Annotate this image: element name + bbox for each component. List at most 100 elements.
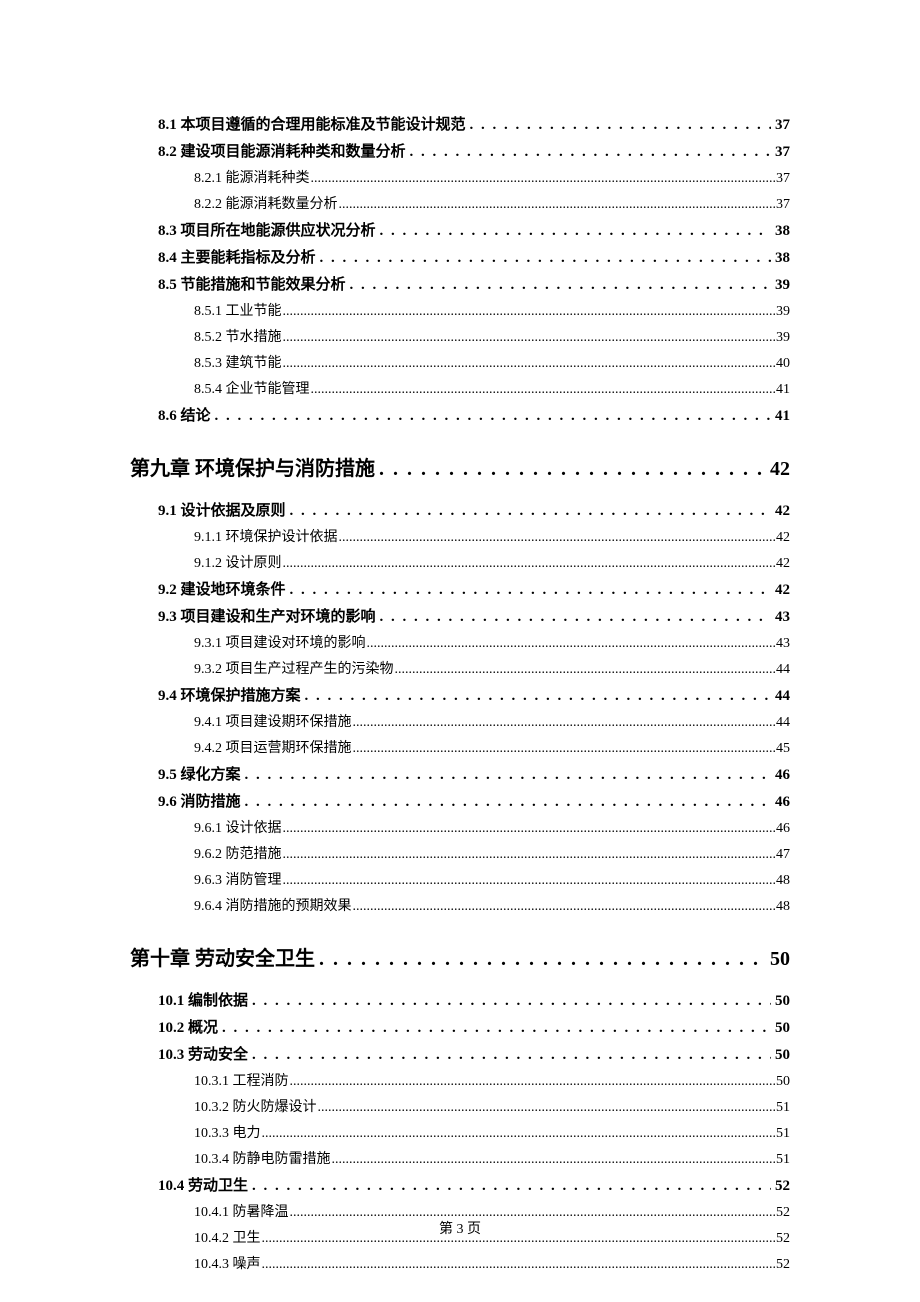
toc-entry-label: 8.5 节能措施和节能效果分析	[158, 273, 346, 297]
toc-entry-page: 39	[776, 300, 790, 323]
toc-entry: 8.2.2 能源消耗数量分析37	[130, 193, 790, 216]
toc-entry-label: 9.3 项目建设和生产对环境的影响	[158, 605, 376, 629]
toc-entry-page: 47	[776, 843, 790, 866]
toc-leader-dots	[395, 658, 776, 681]
toc-entry: 10.3.4 防静电防雷措施51	[130, 1148, 790, 1171]
toc-entry-label: 9.3.2 项目生产过程产生的污染物	[194, 658, 394, 681]
toc-entry-label: 10.4 劳动卫生	[158, 1174, 248, 1198]
toc-entry-page: 38	[775, 219, 790, 243]
toc-entry-label: 10.3.1 工程消防	[194, 1070, 289, 1093]
toc-entry: 8.1 本项目遵循的合理用能标准及节能设计规范 37	[130, 113, 790, 137]
toc-leader-dots	[222, 1016, 771, 1040]
toc-entry-label: 8.2.1 能源消耗种类	[194, 167, 310, 190]
toc-entry-page: 45	[776, 737, 790, 760]
toc-entry-label: 8.5.4 企业节能管理	[194, 378, 310, 401]
toc-entry-page: 37	[775, 140, 790, 164]
toc-entry: 9.4.1 项目建设期环保措施 44	[130, 711, 790, 734]
toc-entry-page: 37	[775, 113, 790, 137]
toc-entry-label: 10.2 概况	[158, 1016, 218, 1040]
toc-entry-page: 48	[776, 869, 790, 892]
toc-entry: 9.1.2 设计原则42	[130, 552, 790, 575]
toc-entry-page: 51	[776, 1148, 790, 1171]
page-footer: 第 3 页	[0, 1218, 920, 1238]
toc-leader-dots	[367, 632, 776, 655]
toc-entry-label: 9.4.1 项目建设期环保措施	[194, 711, 352, 734]
toc-entry: 10.4 劳动卫生 52	[130, 1174, 790, 1198]
toc-entry-page: 50	[775, 1016, 790, 1040]
toc-entry-page: 46	[776, 817, 790, 840]
toc-entry-page: 51	[776, 1096, 790, 1119]
toc-leader-dots	[283, 326, 776, 349]
toc-entry-page: 42	[770, 458, 790, 481]
toc-leader-dots	[353, 895, 776, 918]
toc-entry-label: 8.5.2 节水措施	[194, 326, 282, 349]
toc-entry-page: 46	[775, 763, 790, 787]
toc-entry: 9.1 设计依据及原则 42	[130, 499, 790, 523]
toc-entry-page: 42	[775, 578, 790, 602]
toc-entry-page: 52	[775, 1174, 790, 1198]
toc-leader-dots	[305, 684, 771, 708]
toc-entry-label: 10.3.2 防火防爆设计	[194, 1096, 317, 1119]
toc-leader-dots	[290, 1070, 776, 1093]
toc-entry: 9.4 环境保护措施方案44	[130, 684, 790, 708]
toc-entry-label: 9.1 设计依据及原则	[158, 499, 286, 523]
toc-entry: 10.3.1 工程消防 50	[130, 1070, 790, 1093]
toc-entry-page: 42	[776, 526, 790, 549]
toc-leader-dots	[332, 1148, 776, 1171]
toc-leader-dots	[283, 817, 776, 840]
toc-leader-dots	[353, 737, 776, 760]
toc-entry-page: 37	[776, 167, 790, 190]
toc-entry-label: 8.6 结论	[158, 404, 211, 428]
toc-entry: 9.2 建设地环境条件42	[130, 578, 790, 602]
toc-leader-dots	[283, 843, 776, 866]
toc-leader-dots	[215, 404, 771, 428]
toc-entry: 9.5 绿化方案46	[130, 763, 790, 787]
toc-leader-dots	[252, 989, 771, 1013]
toc-entry-page: 39	[775, 273, 790, 297]
toc-entry: 8.5 节能措施和节能效果分析 39	[130, 273, 790, 297]
toc-entry-page: 50	[770, 948, 790, 971]
toc-leader-dots	[283, 869, 776, 892]
toc-leader-dots	[262, 1122, 776, 1145]
toc-entry-page: 51	[776, 1122, 790, 1145]
toc-entry-label: 10.1 编制依据	[158, 989, 248, 1013]
toc-entry-label: 第九章 环境保护与消防措施	[130, 452, 375, 481]
toc-entry-page: 44	[776, 658, 790, 681]
toc-entry-page: 43	[775, 605, 790, 629]
toc-entry: 10.3.3 电力 51	[130, 1122, 790, 1145]
toc-entry: 8.3 项目所在地能源供应状况分析 38	[130, 219, 790, 243]
toc-entry-label: 第十章 劳动安全卫生	[130, 942, 315, 971]
toc-entry-page: 42	[775, 499, 790, 523]
toc-entry-page: 50	[776, 1070, 790, 1093]
toc-leader-dots	[470, 113, 771, 137]
toc-leader-dots	[311, 167, 776, 190]
toc-entry-page: 41	[775, 404, 790, 428]
toc-entry-label: 9.3.1 项目建设对环境的影响	[194, 632, 366, 655]
toc-entry: 9.3.1 项目建设对环境的影响43	[130, 632, 790, 655]
footer-prefix: 第	[439, 1222, 453, 1237]
toc-leader-dots	[380, 605, 771, 629]
toc-entry-page: 52	[776, 1253, 790, 1276]
toc-leader-dots	[262, 1253, 776, 1276]
toc-entry-label: 8.3 项目所在地能源供应状况分析	[158, 219, 376, 243]
toc-leader-dots	[380, 219, 771, 243]
toc-leader-dots	[252, 1043, 771, 1067]
toc-entry-label: 9.6 消防措施	[158, 790, 241, 814]
toc-entry: 8.5.1 工业节能39	[130, 300, 790, 323]
toc-entry-label: 10.3.3 电力	[194, 1122, 261, 1145]
toc-entry-label: 10.4.3 噪声	[194, 1253, 261, 1276]
toc-entry: 9.6.2 防范措施47	[130, 843, 790, 866]
toc-entry: 9.6 消防措施 46	[130, 790, 790, 814]
toc-entry: 9.3 项目建设和生产对环境的影响 43	[130, 605, 790, 629]
toc-entry-label: 9.1.1 环境保护设计依据	[194, 526, 338, 549]
document-page: 8.1 本项目遵循的合理用能标准及节能设计规范378.2 建设项目能源消耗种类和…	[0, 0, 920, 1276]
toc-entry: 10.2 概况 50	[130, 1016, 790, 1040]
toc-entry-label: 8.1 本项目遵循的合理用能标准及节能设计规范	[158, 113, 466, 137]
toc-entry-page: 44	[776, 711, 790, 734]
toc-leader-dots	[320, 246, 771, 270]
toc-leader-dots	[283, 300, 776, 323]
toc-entry: 9.6.4 消防措施的预期效果48	[130, 895, 790, 918]
toc-entry: 9.3.2 项目生产过程产生的污染物 44	[130, 658, 790, 681]
toc-entry-page: 46	[775, 790, 790, 814]
toc-entry: 10.3 劳动安全50	[130, 1043, 790, 1067]
